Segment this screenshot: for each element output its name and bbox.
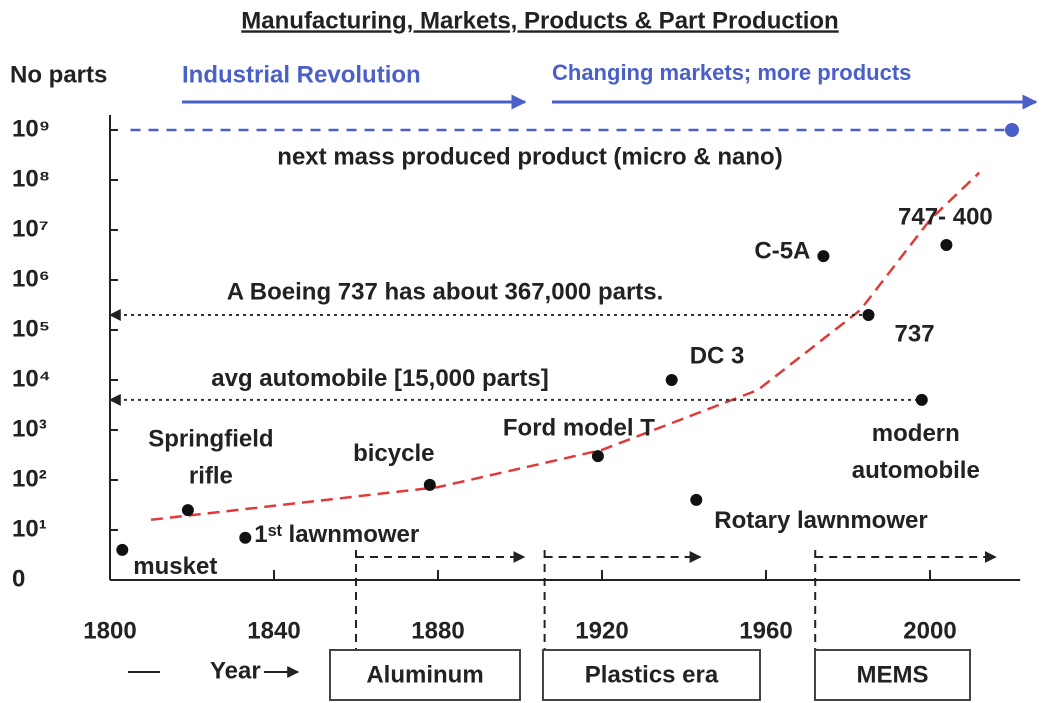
point [665, 374, 678, 386]
reference-point [1005, 123, 1019, 137]
point-label: Springfield [148, 425, 273, 452]
point-label: 747- 400 [898, 203, 993, 230]
point-label: musket [133, 553, 217, 580]
y-tick-label: 10⁶ [12, 265, 50, 292]
point [862, 308, 875, 321]
point [591, 450, 604, 463]
point [915, 393, 928, 406]
era-label: MEMS [857, 661, 929, 688]
y-tick-label: 10² [12, 465, 47, 492]
point-label: bicycle [353, 440, 434, 467]
heading: Changing markets; more products [552, 60, 911, 85]
trend-line [150, 171, 981, 522]
y-tick-label: 0 [12, 565, 25, 592]
point-label: Ford model T [503, 414, 655, 441]
point-label: C-5A [754, 237, 810, 264]
x-tick-label: 1880 [411, 617, 464, 644]
y-tick-label: 10⁵ [12, 315, 50, 342]
x-tick-label: 2000 [903, 617, 956, 644]
point [239, 531, 252, 544]
point-label: modern [872, 420, 960, 447]
y-tick-label: 10⁸ [12, 165, 50, 192]
reference-label: next mass produced product (micro & nano… [277, 143, 782, 170]
point-label: 1ˢᵗ lawnmower [254, 521, 419, 548]
x-tick-label: 1960 [739, 617, 792, 644]
era-box [542, 649, 761, 701]
y-tick-label: 10⁷ [12, 215, 49, 242]
y-tick-label: 10³ [12, 415, 47, 442]
point [116, 543, 129, 556]
x-tick-label: 1800 [83, 617, 136, 644]
era-label: Aluminum [366, 661, 483, 688]
era-box [329, 649, 521, 701]
era-label: Plastics era [585, 661, 719, 688]
point-label: 737 [895, 320, 935, 347]
point-label: Rotary lawnmower [714, 507, 927, 534]
era-box [814, 649, 971, 701]
y-tick-label: 10¹ [12, 515, 47, 542]
y-tick-label: 10⁴ [12, 365, 51, 392]
point [181, 504, 194, 517]
x-tick-label: 1840 [247, 617, 300, 644]
point [940, 239, 953, 252]
y-tick-label: 10⁹ [12, 115, 50, 142]
point [423, 478, 436, 491]
chart-title: Manufacturing, Markets, Products & Part … [241, 7, 838, 34]
reference-label: A Boeing 737 has about 367,000 parts. [227, 278, 664, 305]
point [690, 493, 703, 506]
y-axis-label: No parts [10, 61, 107, 88]
reference-label: avg automobile [15,000 parts] [211, 365, 548, 392]
point-label: DC 3 [690, 342, 745, 369]
x-tick-label: 1920 [575, 617, 628, 644]
point-label: rifle [189, 462, 233, 489]
x-axis-label: Year [210, 657, 261, 684]
heading: Industrial Revolution [182, 61, 421, 88]
point [817, 250, 830, 263]
point-label: automobile [852, 457, 980, 484]
